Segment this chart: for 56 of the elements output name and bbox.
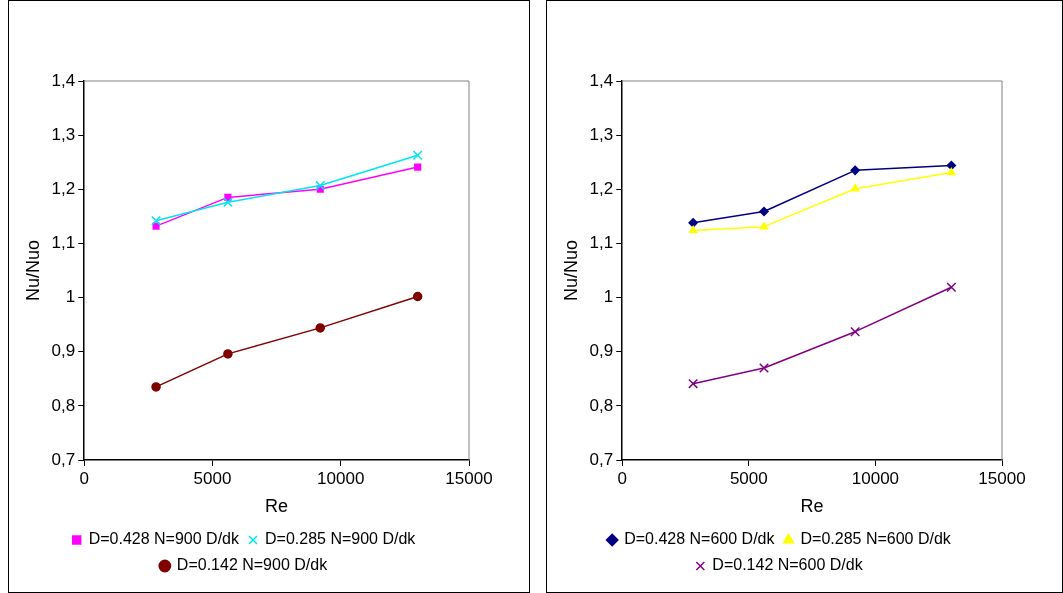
point [947, 167, 956, 176]
y-tick-label: 0,8 [589, 395, 614, 415]
y-tick-label: 1,4 [589, 70, 614, 90]
point [946, 160, 957, 171]
point [850, 326, 861, 337]
y-tick-label: 1,2 [51, 178, 76, 198]
legend-label: D=0.428 N=900 D/dk [88, 530, 240, 548]
legend-label: D=0.142 N=600 D/dk [712, 556, 864, 574]
x-tick-label: 5000 [729, 468, 768, 488]
x-tick-label: 10000 [317, 468, 365, 488]
point [151, 382, 161, 392]
y-tick-label: 1,4 [51, 70, 76, 90]
x-tick-label: 15000 [978, 468, 1026, 488]
point [151, 215, 162, 226]
legend-label: D=0.142 N=900 D/dk [176, 556, 329, 574]
x-tick-label: 5000 [193, 468, 232, 488]
point [315, 323, 325, 333]
point [223, 349, 233, 359]
point [688, 218, 698, 228]
legend-label: D=0.285 N=600 D/dk [800, 530, 952, 548]
y-tick-label: 0,9 [51, 341, 76, 361]
y-tick-label: 0,7 [589, 449, 614, 469]
point [759, 206, 769, 217]
point [315, 180, 326, 191]
legend-label: D=0.428 N=600 D/dk [624, 530, 776, 548]
y-tick-label: 0,9 [589, 341, 614, 361]
point [152, 222, 160, 230]
y-tick-label: 1,1 [589, 233, 614, 253]
y-tick-label: 1,3 [589, 124, 614, 144]
point [414, 163, 422, 171]
y-tick-label: 1,1 [51, 233, 76, 253]
x-tick-label: 10000 [851, 468, 900, 488]
y-axis-title: Nu/Nuo [22, 239, 43, 302]
y-tick-label: 0,7 [51, 449, 76, 469]
point [759, 362, 770, 373]
y-tick-label: 1,2 [589, 178, 614, 198]
point [222, 197, 233, 208]
point [850, 165, 860, 176]
point [850, 183, 860, 192]
x-axis-title: Re [265, 496, 289, 517]
point [688, 225, 698, 234]
point [688, 378, 699, 389]
y-tick-label: 1 [65, 287, 76, 307]
point [946, 282, 957, 293]
y-axis-title: Nu/Nuo [560, 239, 581, 302]
x-tick-label: 0 [79, 468, 89, 488]
point [412, 291, 423, 302]
y-tick-label: 1,3 [51, 124, 76, 144]
y-tick-label: 1 [603, 287, 614, 307]
legend-label: D=0.285 N=900 D/dk [265, 530, 417, 548]
y-tick-label: 0,8 [51, 395, 76, 415]
x-axis-title: Re [800, 496, 824, 517]
point [412, 150, 423, 161]
x-tick-label: 0 [617, 468, 627, 488]
point [759, 221, 769, 230]
x-tick-label: 15000 [445, 468, 493, 488]
